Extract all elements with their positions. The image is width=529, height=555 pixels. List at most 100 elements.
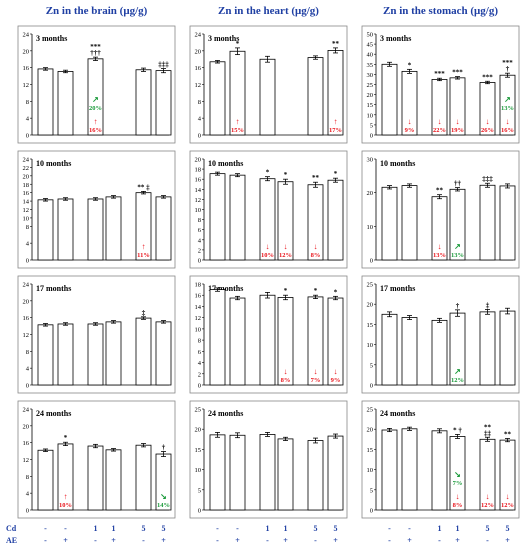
bar	[259, 434, 276, 511]
y-tick-label: 0	[198, 133, 201, 140]
y-tick-label: 8	[26, 349, 29, 356]
bar	[135, 317, 152, 386]
panel-frame	[361, 400, 520, 519]
y-tick-label: 20	[23, 173, 30, 180]
percent-change-label: 12%	[451, 377, 464, 384]
y-tick-label: 16	[195, 177, 202, 184]
period-label: 3 months	[36, 34, 67, 43]
panel-frame	[361, 275, 520, 394]
bar	[155, 196, 172, 261]
bar	[401, 317, 418, 386]
arrow-icon: ↗	[92, 95, 99, 104]
cd-value: 5	[334, 524, 338, 533]
percent-change-label: 16%	[89, 127, 102, 134]
cd-value: -	[44, 524, 47, 533]
y-tick-label: 25	[367, 82, 374, 89]
arrow-icon: ↓	[284, 367, 288, 376]
period-label: 24 months	[380, 409, 415, 418]
cd-value: 5	[506, 524, 510, 533]
y-tick-label: 20	[367, 427, 374, 434]
significance-label: *	[334, 170, 338, 178]
ae-value: +	[283, 536, 288, 545]
y-tick-label: 30	[367, 72, 374, 79]
period-label: 17 months	[208, 284, 243, 293]
y-tick-label: 10	[195, 326, 202, 333]
y-tick-label: 20	[195, 157, 202, 164]
cd-value: 1	[456, 524, 460, 533]
bar	[229, 174, 246, 261]
arrow-icon: ↓	[284, 242, 288, 251]
period-label: 17 months	[380, 284, 415, 293]
arrow-icon: ↗	[504, 95, 511, 104]
y-tick-label: 0	[370, 383, 373, 390]
bar	[57, 71, 74, 136]
bar	[259, 58, 276, 136]
arrow-icon: ↓	[486, 492, 490, 501]
percent-change-label: 16%	[501, 127, 514, 134]
y-tick-label: 14	[195, 187, 202, 194]
arrow-icon: ↓	[408, 117, 412, 126]
bar	[135, 69, 152, 136]
percent-change-label: 22%	[433, 127, 446, 134]
significance-label: ***	[482, 73, 493, 81]
bar	[155, 321, 172, 386]
percent-change-label: 10%	[261, 252, 274, 259]
arrow-icon: ↓	[266, 242, 270, 251]
y-tick-label: 8	[198, 217, 201, 224]
y-tick-label: 2	[198, 371, 201, 378]
y-tick-label: 5	[198, 487, 201, 494]
y-tick-label: 15	[367, 102, 374, 109]
panel: 0 4 8 12 16 20 24 24 months * 10%↑ † 14%↘	[17, 400, 176, 519]
period-label: 24 months	[208, 409, 243, 418]
period-label: 17 months	[36, 284, 71, 293]
panel-frame	[17, 25, 176, 144]
significance-label: ***	[502, 59, 513, 67]
arrow-icon: ↑	[236, 117, 240, 126]
y-tick-label: 20	[23, 48, 30, 55]
bar	[307, 57, 324, 136]
y-tick-label: 4	[26, 366, 30, 373]
panel-frame	[17, 275, 176, 394]
bar	[105, 321, 122, 386]
y-tick-label: 12	[195, 197, 202, 204]
y-tick-label: 22	[23, 165, 30, 172]
y-tick-label: 4	[198, 116, 202, 123]
y-tick-label: 10	[367, 112, 374, 119]
y-tick-label: 10	[367, 224, 374, 231]
panel: 0 4 8 12 16 20 24 3 months ***††† 16%↑ 20%↗ ‡‡‡	[17, 25, 176, 144]
significance-label: **	[504, 430, 512, 438]
y-tick-label: 16	[23, 190, 30, 197]
bar	[37, 324, 54, 386]
percent-change-label: 13%	[433, 252, 446, 259]
bar	[37, 199, 54, 261]
period-label: 3 months	[380, 34, 411, 43]
y-tick-label: 20	[367, 190, 374, 197]
y-tick-label: 10	[367, 342, 374, 349]
ae-value: +	[333, 536, 338, 545]
arrow-icon: ↓	[456, 492, 460, 501]
y-tick-label: 8	[26, 99, 29, 106]
bar	[87, 323, 104, 386]
arrow-icon: ↓	[456, 117, 460, 126]
significance-label: ‡	[142, 309, 146, 317]
significance-label: ** ‡	[137, 183, 150, 191]
arrow-icon: ↓	[438, 117, 442, 126]
y-tick-label: 14	[23, 199, 30, 206]
percent-change-label: 15%	[231, 127, 244, 134]
significance-label: ‡	[486, 301, 490, 309]
cd-value: -	[408, 524, 411, 533]
y-tick-label: 35	[367, 62, 374, 69]
period-label: 10 months	[36, 159, 71, 168]
significance-label: *	[64, 434, 68, 442]
y-tick-label: 15	[367, 447, 374, 454]
cd-value: 1	[112, 524, 116, 533]
bar	[229, 297, 246, 386]
panel-frame	[361, 150, 520, 269]
bar	[209, 434, 226, 511]
bar	[259, 294, 276, 386]
bar	[209, 173, 226, 261]
percent-change-label: 9%	[331, 377, 341, 384]
percent-change-label: 20%	[89, 105, 102, 112]
panel-frame	[189, 400, 348, 519]
y-tick-label: 10	[195, 207, 202, 214]
